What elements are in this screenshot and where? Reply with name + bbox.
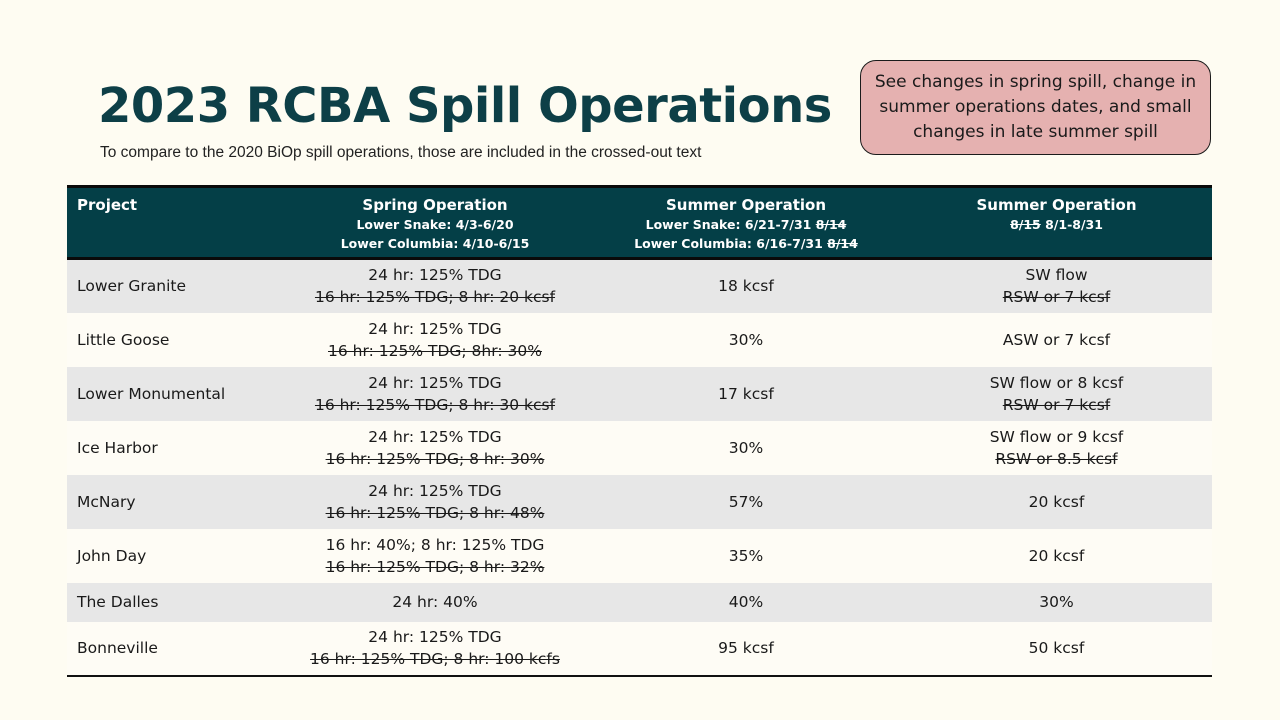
header-late-summer-title: Summer Operation — [976, 196, 1137, 214]
late-summer-cell: SW flow or 8 kcsf RSW or 7 kcsf — [901, 367, 1212, 421]
spring-cell: 24 hr: 125% TDG 16 hr: 125% TDG; 8 hr: 3… — [279, 421, 591, 475]
spring-value: 24 hr: 125% TDG — [368, 373, 502, 392]
spring-cell: 24 hr: 125% TDG 16 hr: 125% TDG; 8 hr: 4… — [279, 475, 591, 529]
header-project-label: Project — [77, 196, 138, 214]
table-row: John Day 16 hr: 40%; 8 hr: 125% TDG 16 h… — [67, 528, 1212, 583]
summer-cell: 30% — [728, 330, 764, 349]
late-summer-value: 20 kcsf — [1028, 546, 1085, 565]
spill-operations-table-container: Project Spring Operation Lower Snake: 4/… — [67, 185, 1212, 677]
late-summer-cell: SW flow RSW or 7 kcsf — [901, 259, 1212, 313]
summer-cell: 35% — [728, 546, 764, 565]
table-row: Little Goose 24 hr: 125% TDG 16 hr: 125%… — [67, 312, 1212, 367]
project-cell: John Day — [77, 546, 147, 565]
table-row: Lower Monumental 24 hr: 125% TDG 16 hr: … — [67, 366, 1212, 421]
header-spring-lower-snake: Lower Snake: 4/3-6/20 — [356, 217, 514, 232]
spring-value: 24 hr: 125% TDG — [368, 481, 502, 500]
spring-old-value: 16 hr: 125% TDG; 8 hr: 48% — [325, 503, 545, 522]
table-row: The Dalles 24 hr: 40% 40% 30% — [67, 582, 1212, 622]
page-subtitle: To compare to the 2020 BiOp spill operat… — [100, 144, 702, 161]
project-cell: Bonneville — [77, 639, 158, 657]
spring-old-value: 16 hr: 125% TDG; 8hr: 30% — [328, 341, 542, 360]
header-spring: Spring Operation Lower Snake: 4/3-6/20 L… — [279, 185, 591, 260]
spring-old-value: 16 hr: 125% TDG; 8 hr: 30% — [325, 449, 545, 468]
summer-cell: 40% — [728, 593, 764, 611]
header-summer: Summer Operation Lower Snake: 6/21-7/31 … — [591, 185, 901, 260]
summer-cell: 57% — [728, 492, 764, 511]
late-summer-value: SW flow — [1025, 266, 1088, 285]
spill-operations-table: Project Spring Operation Lower Snake: 4/… — [67, 185, 1212, 677]
spring-value: 24 hr: 40% — [392, 593, 478, 611]
header-spring-lower-columbia: Lower Columbia: 4/10-6/15 — [340, 236, 530, 251]
spring-cell: 24 hr: 125% TDG 16 hr: 125% TDG; 8 hr: 1… — [279, 622, 591, 676]
header-spring-title: Spring Operation — [362, 196, 508, 214]
late-summer-cell: 50 kcsf — [901, 622, 1212, 676]
header-summer-lower-columbia-dates: Lower Columbia: 6/16-7/31 — [634, 236, 823, 251]
header-late-summer-dates-line: 8/15 8/1-8/31 — [907, 215, 1206, 234]
summer-cell: 95 kcsf — [718, 639, 774, 657]
header-late-summer: Summer Operation 8/15 8/1-8/31 — [901, 185, 1212, 260]
page-title: 2023 RCBA Spill Operations — [98, 78, 832, 134]
table-row: Ice Harbor 24 hr: 125% TDG 16 hr: 125% T… — [67, 420, 1212, 475]
late-summer-old-value: RSW or 8.5 kcsf — [995, 449, 1118, 468]
late-summer-cell: 30% — [901, 583, 1212, 622]
header-summer-lower-snake-dates: Lower Snake: 6/21-7/31 — [645, 217, 812, 232]
late-summer-old-value: RSW or 7 kcsf — [1002, 395, 1111, 414]
late-summer-cell: 20 kcsf — [901, 475, 1212, 529]
spring-cell: 16 hr: 40%; 8 hr: 125% TDG 16 hr: 125% T… — [279, 529, 591, 583]
table-row: McNary 24 hr: 125% TDG 16 hr: 125% TDG; … — [67, 474, 1212, 529]
header-summer-title: Summer Operation — [665, 196, 826, 214]
spring-value: 24 hr: 125% TDG — [368, 319, 502, 338]
header-summer-lower-columbia: Lower Columbia: 6/16-7/31 8/14 — [597, 234, 895, 253]
spring-cell: 24 hr: 125% TDG 16 hr: 125% TDG; 8hr: 30… — [279, 313, 591, 367]
spring-value: 24 hr: 125% TDG — [368, 266, 502, 285]
spring-cell: 24 hr: 125% TDG 16 hr: 125% TDG; 8 hr: 2… — [279, 259, 591, 313]
summer-cell: 17 kcsf — [718, 384, 774, 403]
project-cell: The Dalles — [77, 593, 159, 611]
table-row: Lower Granite 24 hr: 125% TDG 16 hr: 125… — [67, 258, 1212, 313]
spring-value: 24 hr: 125% TDG — [368, 427, 502, 446]
summer-cell: 18 kcsf — [718, 277, 774, 296]
project-cell: McNary — [77, 492, 136, 511]
header-late-summer-dates: 8/1-8/31 — [1045, 217, 1103, 232]
header-late-summer-struck: 8/15 — [1010, 217, 1041, 232]
header-summer-lower-snake-struck: 8/14 — [815, 217, 847, 232]
spring-old-value: 16 hr: 125% TDG; 8 hr: 100 kcfs — [310, 650, 560, 668]
spring-old-value: 16 hr: 125% TDG; 8 hr: 20 kcsf — [314, 288, 556, 307]
late-summer-value: 20 kcsf — [1028, 492, 1085, 511]
late-summer-value: 30% — [1039, 593, 1074, 611]
project-cell: Lower Monumental — [77, 384, 226, 403]
project-cell: Ice Harbor — [77, 438, 158, 457]
late-summer-value: SW flow or 8 kcsf — [989, 373, 1124, 392]
late-summer-value: ASW or 7 kcsf — [1002, 330, 1111, 349]
table-header-row: Project Spring Operation Lower Snake: 4/… — [67, 185, 1212, 260]
project-cell: Lower Granite — [77, 277, 186, 296]
header-project: Project — [67, 185, 279, 260]
table-row: Bonneville 24 hr: 125% TDG 16 hr: 125% T… — [67, 621, 1212, 676]
spring-cell: 24 hr: 125% TDG 16 hr: 125% TDG; 8 hr: 3… — [279, 367, 591, 421]
header-summer-lower-columbia-struck: 8/14 — [827, 236, 858, 251]
spring-cell: 24 hr: 40% — [279, 583, 591, 622]
project-cell: Little Goose — [77, 330, 170, 349]
spring-value: 24 hr: 125% TDG — [368, 628, 502, 646]
spring-old-value: 16 hr: 125% TDG; 8 hr: 32% — [325, 557, 545, 576]
late-summer-cell: 20 kcsf — [901, 529, 1212, 583]
late-summer-old-value: RSW or 7 kcsf — [1002, 288, 1111, 307]
spring-old-value: 16 hr: 125% TDG; 8 hr: 30 kcsf — [314, 395, 556, 414]
late-summer-value: 50 kcsf — [1028, 639, 1085, 657]
callout-box: See changes in spring spill, change in s… — [860, 60, 1211, 155]
late-summer-value: SW flow or 9 kcsf — [989, 427, 1124, 446]
late-summer-cell: ASW or 7 kcsf — [901, 313, 1212, 367]
spring-value: 16 hr: 40%; 8 hr: 125% TDG — [325, 535, 545, 554]
summer-cell: 30% — [728, 438, 764, 457]
late-summer-cell: SW flow or 9 kcsf RSW or 8.5 kcsf — [901, 421, 1212, 475]
header-summer-lower-snake: Lower Snake: 6/21-7/31 8/14 — [597, 215, 895, 234]
